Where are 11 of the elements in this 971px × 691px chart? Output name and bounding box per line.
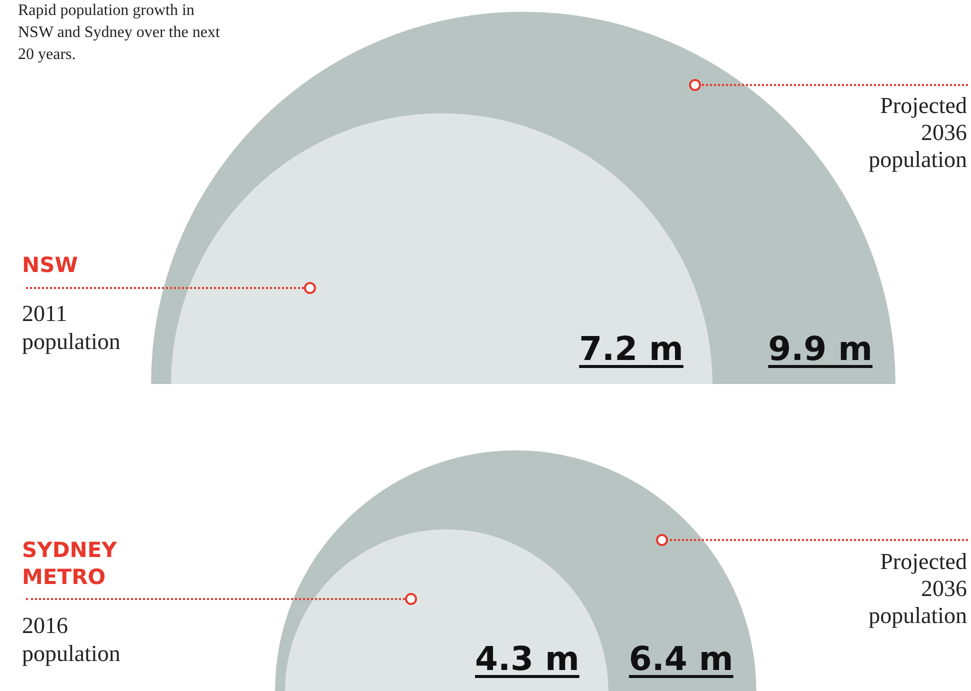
text: NSW: [22, 252, 79, 279]
data-label: 7.2 m: [579, 329, 684, 368]
category-label: Projected 2036 population: [868, 548, 967, 629]
text: SYDNEY METRO: [22, 537, 118, 591]
data-label: 9.9 m: [768, 329, 872, 368]
category-label: 2016 population: [22, 612, 122, 668]
category-label: 2011 population: [22, 300, 122, 356]
data-label: 6.4 m: [628, 639, 734, 678]
text: Rapid population growth in NSW and Sydney over the next 20 years.: [18, 1, 221, 65]
category-label: Projected 2036 population: [868, 92, 967, 173]
data-label: 4.3 m: [475, 639, 580, 678]
